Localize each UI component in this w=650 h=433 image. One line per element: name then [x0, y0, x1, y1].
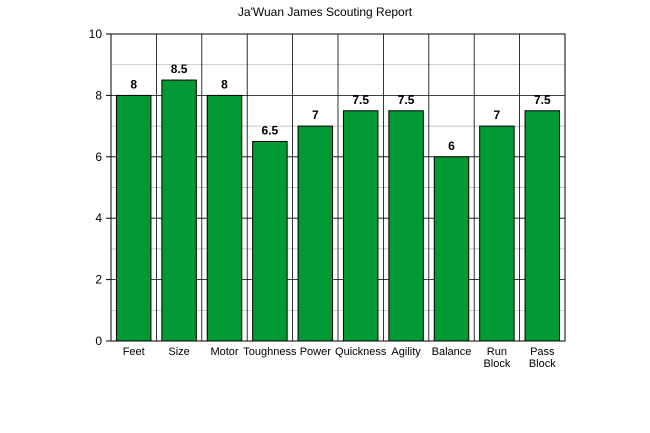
data-label: 8	[221, 77, 228, 91]
y-axis: 0 2 4 6 8 10	[89, 27, 111, 348]
bar	[388, 110, 424, 342]
data-label: 7.5	[398, 93, 415, 107]
bar	[161, 79, 197, 342]
x-category-label: Motor	[210, 346, 238, 358]
x-category-label: Pass Block	[529, 346, 556, 370]
y-tick-label: 8	[95, 88, 102, 102]
data-label: 6.5	[262, 123, 279, 137]
y-tick-label: 4	[95, 211, 102, 225]
chart-title: Ja'Wuan James Scouting Report	[237, 5, 413, 19]
data-label: 7	[312, 108, 319, 122]
y-tick-label: 6	[95, 150, 102, 164]
x-category-label: Power	[300, 346, 332, 358]
x-category-label: Agility	[391, 346, 421, 358]
bar	[206, 94, 243, 342]
data-label: 8.5	[171, 62, 188, 76]
y-tick-label: 2	[95, 273, 102, 287]
data-labels: 8 8.5 8 6.5 7 7.5 7.5 6 7 7.5	[130, 62, 551, 153]
data-label: 6	[448, 139, 455, 153]
y-tick-label: 0	[95, 334, 102, 348]
y-tick-label: 10	[89, 27, 103, 41]
bar	[252, 140, 288, 342]
bar	[433, 156, 470, 342]
x-category-label: Feet	[123, 346, 145, 358]
bar	[524, 110, 561, 342]
data-label: 7.5	[534, 93, 551, 107]
x-category-label: Size	[168, 346, 189, 358]
data-label: 7	[494, 108, 501, 122]
bars	[115, 79, 561, 342]
x-category-label: Balance	[432, 346, 472, 358]
bar	[342, 110, 379, 342]
bar	[115, 94, 152, 342]
x-category-label: Quickness	[335, 346, 387, 358]
x-category-label: Run Block	[483, 346, 510, 370]
data-label: 8	[130, 77, 137, 91]
data-label: 7.5	[352, 93, 369, 107]
x-category-label: Toughness	[243, 346, 297, 358]
bar	[297, 125, 334, 342]
x-axis: Feet Size Motor Toughness Power Quickness Agil…	[123, 346, 557, 370]
plot-frame	[110, 33, 566, 342]
bar	[479, 125, 515, 342]
